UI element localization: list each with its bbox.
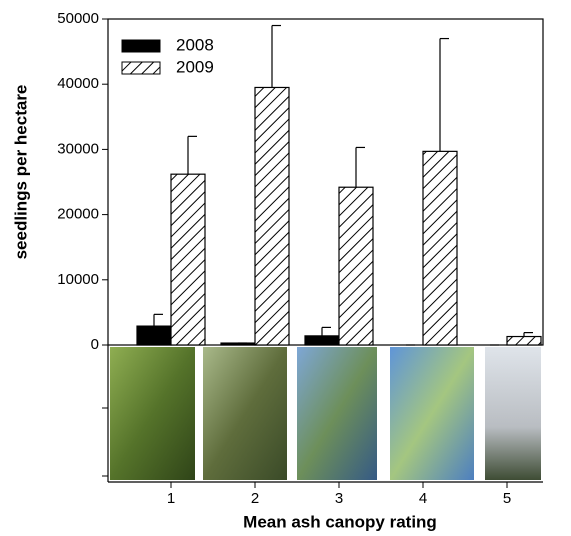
x-tick-label: 5 xyxy=(503,490,511,507)
x-tick-label: 4 xyxy=(419,490,427,507)
x-tick-label: 1 xyxy=(167,490,175,507)
bar xyxy=(254,86,290,346)
y-tick-label: 50000 xyxy=(57,10,99,27)
y-axis-label: seedlings per hectare xyxy=(11,85,30,260)
y-tick-label: 20000 xyxy=(57,206,99,223)
y-tick-label: 40000 xyxy=(57,75,99,92)
bar xyxy=(338,186,374,346)
bar xyxy=(304,335,340,346)
y-tick-label: 30000 xyxy=(57,140,99,157)
bar xyxy=(422,150,458,346)
y-tick-label: 0 xyxy=(91,336,99,353)
bar xyxy=(136,325,172,346)
photo-strip xyxy=(110,347,541,480)
x-tick-label: 2 xyxy=(251,490,259,507)
bar xyxy=(506,335,542,346)
bar xyxy=(170,173,206,346)
legend-label: 2008 xyxy=(176,35,214,54)
legend-swatch xyxy=(121,61,161,75)
x-tick-label: 3 xyxy=(335,490,343,507)
bar xyxy=(220,342,256,346)
legend-swatch xyxy=(121,39,161,53)
x-axis-label: Mean ash canopy rating xyxy=(243,512,437,531)
y-tick-label: 10000 xyxy=(57,271,99,288)
legend-label: 2009 xyxy=(176,57,214,76)
